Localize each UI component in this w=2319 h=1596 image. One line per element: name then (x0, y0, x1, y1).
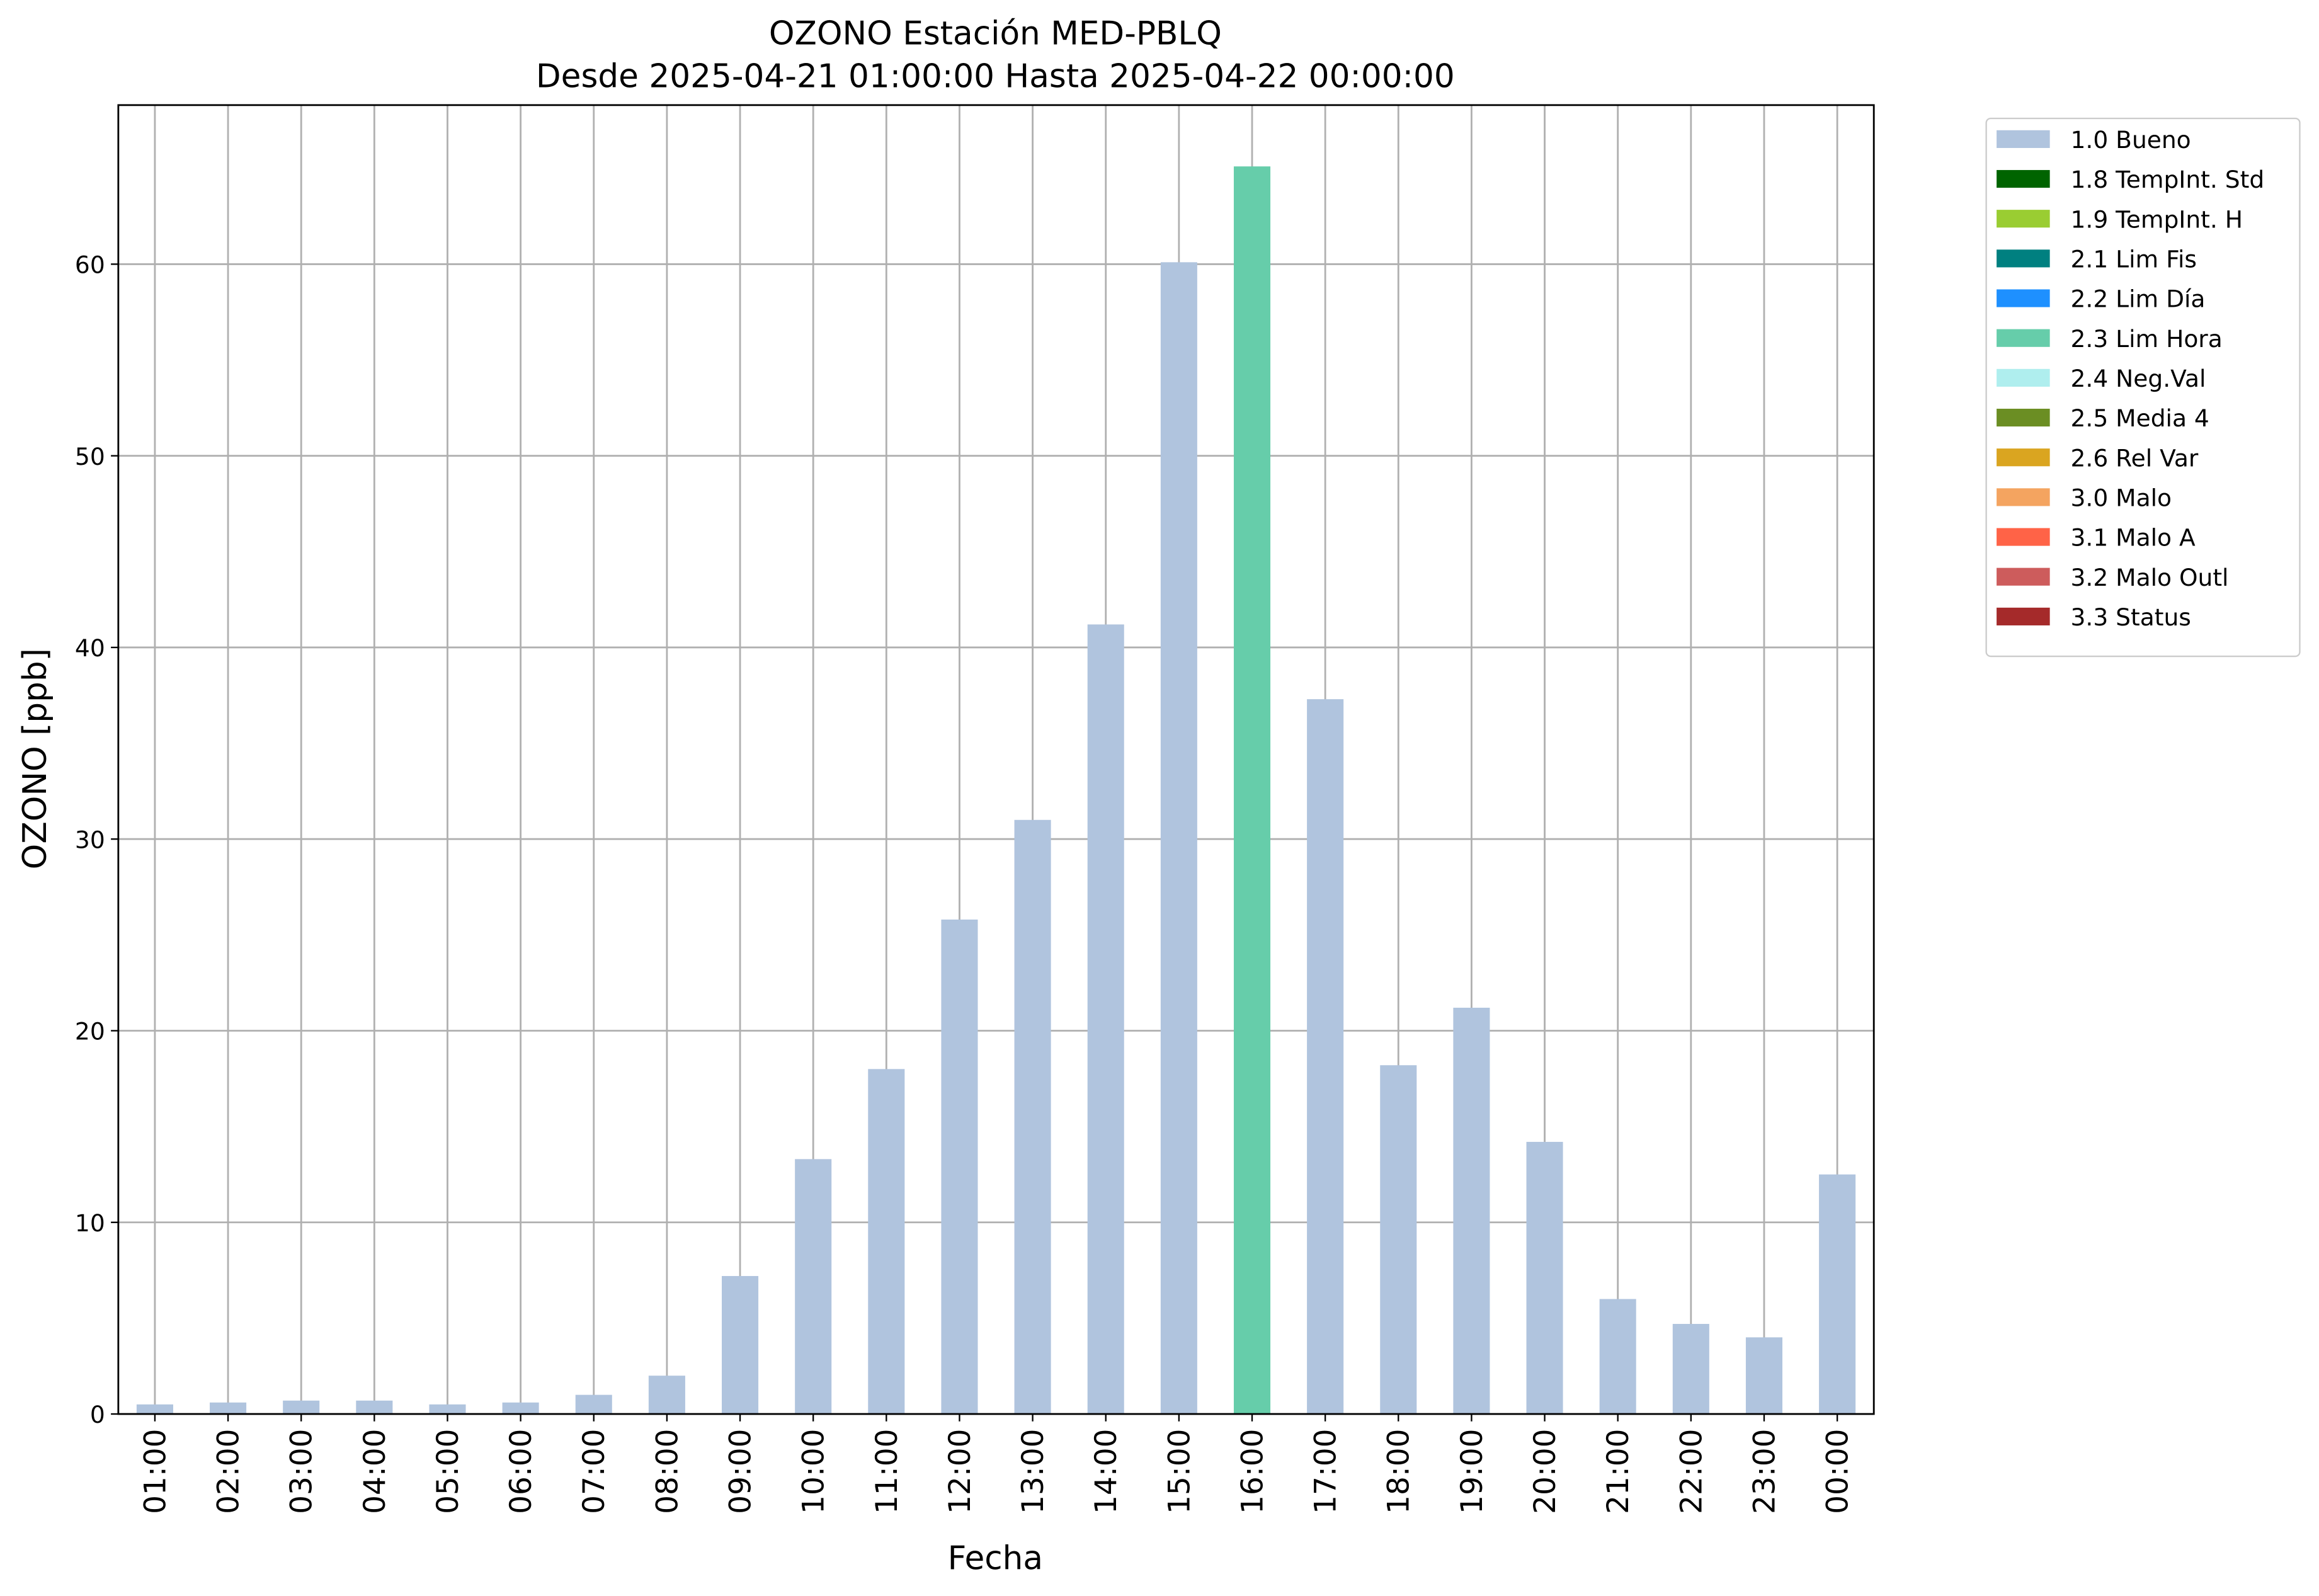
x-tick-label: 17:00 (1309, 1429, 1343, 1514)
x-tick-label: 09:00 (723, 1429, 758, 1514)
legend-label: 1.9 TempInt. H (2071, 205, 2243, 233)
bar (941, 920, 978, 1415)
legend-label: 3.2 Malo Outl (2071, 564, 2229, 591)
x-tick-label: 11:00 (870, 1429, 904, 1514)
legend-label: 2.6 Rel Var (2071, 444, 2199, 472)
x-tick-label: 22:00 (1674, 1429, 1709, 1514)
x-tick-label: 03:00 (285, 1429, 319, 1514)
y-tick-label: 50 (75, 443, 105, 470)
legend-swatch (1997, 607, 2050, 625)
bar (648, 1376, 685, 1415)
bar (1745, 1337, 1783, 1415)
bar (1599, 1299, 1636, 1415)
x-tick-label: 05:00 (431, 1429, 465, 1514)
legend-label: 2.4 Neg.Val (2071, 365, 2206, 392)
x-tick-label: 00:00 (1821, 1429, 1855, 1514)
legend-swatch (1997, 169, 2050, 188)
x-tick-label: 21:00 (1601, 1429, 1636, 1514)
bar (1672, 1324, 1709, 1415)
bar (1453, 1007, 1490, 1415)
y-tick-label: 40 (75, 634, 105, 662)
chart-title: OZONO Estación MED-PBLQ (769, 15, 1222, 53)
x-axis-label: Fecha (948, 1540, 1043, 1578)
bar (1819, 1174, 1856, 1415)
bar (283, 1400, 320, 1415)
legend-swatch (1997, 567, 2050, 586)
bar (1307, 699, 1344, 1415)
legend-swatch (1997, 408, 2050, 427)
x-tick-label: 20:00 (1528, 1429, 1563, 1514)
x-tick-label: 23:00 (1747, 1429, 1782, 1514)
bar (1160, 262, 1197, 1415)
chart-subtitle: Desde 2025-04-21 01:00:00 Hasta 2025-04-… (536, 58, 1455, 96)
bar (722, 1275, 759, 1415)
legend-swatch (1997, 488, 2050, 506)
legend-swatch (1997, 528, 2050, 546)
y-tick-label: 60 (75, 251, 105, 278)
y-tick-label: 20 (75, 1018, 105, 1046)
x-tick-label: 13:00 (1016, 1429, 1051, 1514)
legend-label: 3.1 Malo A (2071, 524, 2196, 552)
x-tick-label: 15:00 (1162, 1429, 1197, 1514)
bar (1233, 166, 1271, 1415)
bar (868, 1069, 905, 1415)
x-tick-label: 19:00 (1455, 1429, 1490, 1514)
legend-label: 3.0 Malo (2071, 484, 2172, 511)
bar (429, 1404, 466, 1415)
x-tick-label: 10:00 (797, 1429, 831, 1514)
legend-swatch (1997, 368, 2050, 387)
legend-label: 1.8 TempInt. Std (2071, 166, 2265, 193)
legend-label: 1.0 Bueno (2071, 126, 2191, 154)
x-tick-label: 16:00 (1235, 1429, 1270, 1514)
legend-swatch (1997, 289, 2050, 307)
legend-swatch (1997, 448, 2050, 467)
legend-swatch (1997, 249, 2050, 268)
legend-label: 3.3 Status (2071, 603, 2191, 631)
x-tick-label: 04:00 (358, 1429, 392, 1514)
x-tick-label: 14:00 (1089, 1429, 1124, 1514)
legend-label: 2.1 Lim Fis (2071, 245, 2197, 273)
legend-label: 2.3 Lim Hora (2071, 325, 2223, 353)
bar (356, 1400, 393, 1415)
x-tick-label: 02:00 (212, 1429, 246, 1514)
x-tick-label: 18:00 (1382, 1429, 1416, 1514)
bar (210, 1402, 247, 1415)
plot-frame (117, 104, 1875, 1415)
legend-swatch (1997, 130, 2050, 148)
x-tick-label: 06:00 (504, 1429, 538, 1514)
bar (502, 1402, 539, 1415)
bar (1087, 624, 1124, 1415)
bar (1014, 819, 1051, 1415)
bar (575, 1394, 612, 1415)
bar (1380, 1065, 1417, 1415)
x-tick-label: 12:00 (943, 1429, 977, 1514)
x-tick-label: 08:00 (650, 1429, 685, 1514)
legend-box (1985, 117, 2301, 658)
bar (795, 1159, 832, 1415)
y-tick-label: 30 (75, 826, 105, 853)
bar (136, 1404, 173, 1415)
x-tick-label: 07:00 (577, 1429, 612, 1514)
y-tick-label: 0 (90, 1401, 105, 1428)
x-tick-label: 01:00 (138, 1429, 173, 1514)
legend-swatch (1997, 210, 2050, 228)
y-axis-label: OZONO [ppb] (16, 648, 54, 869)
legend-label: 2.2 Lim Día (2071, 285, 2206, 313)
bar (1526, 1141, 1563, 1415)
y-tick-label: 10 (75, 1209, 105, 1237)
legend-swatch (1997, 329, 2050, 347)
legend-label: 2.5 Media 4 (2071, 404, 2209, 432)
